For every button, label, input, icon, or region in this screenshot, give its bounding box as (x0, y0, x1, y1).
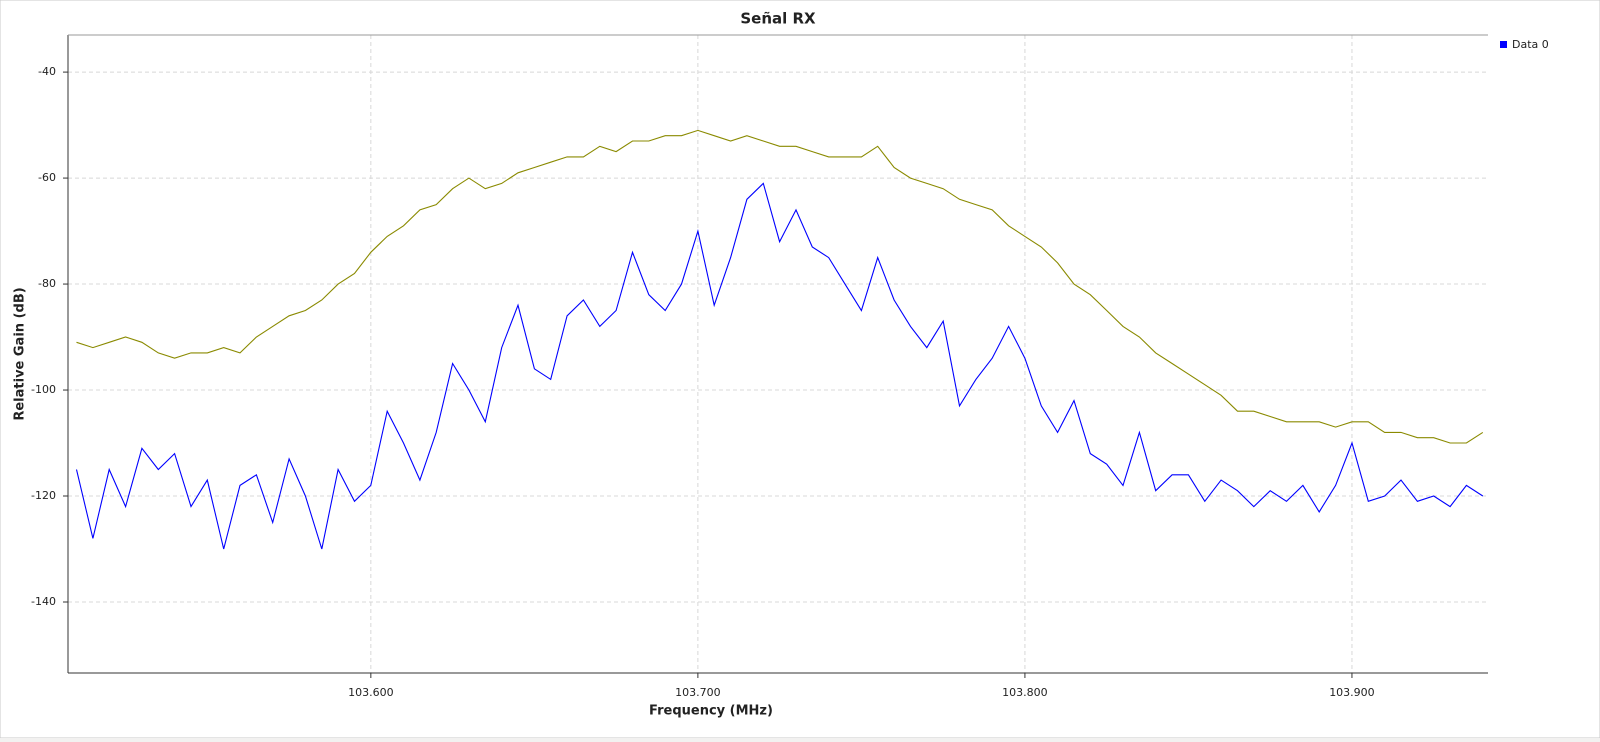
legend-swatch (1500, 41, 1507, 48)
y-tick-label: -120 (31, 489, 56, 502)
y-tick-label: -80 (38, 277, 56, 290)
y-tick-label: -140 (31, 595, 56, 608)
x-tick-label: 103.600 (348, 686, 394, 699)
x-tick-label: 103.700 (675, 686, 721, 699)
legend-label: Data 0 (1512, 38, 1549, 51)
chart-title: Señal RX (740, 10, 816, 28)
series-line (76, 129, 1484, 444)
y-axis-label: Relative Gain (dB) (13, 287, 28, 420)
plot-area (68, 35, 1488, 673)
y-tick-label: -40 (38, 65, 56, 78)
y-tick-label: -60 (38, 171, 56, 184)
x-axis-label: Frequency (MHz) (649, 704, 773, 719)
x-tick-label: 103.800 (1002, 686, 1048, 699)
series-line (75, 182, 1484, 550)
x-tick-label: 103.900 (1329, 686, 1375, 699)
y-tick-label: -100 (31, 383, 56, 396)
